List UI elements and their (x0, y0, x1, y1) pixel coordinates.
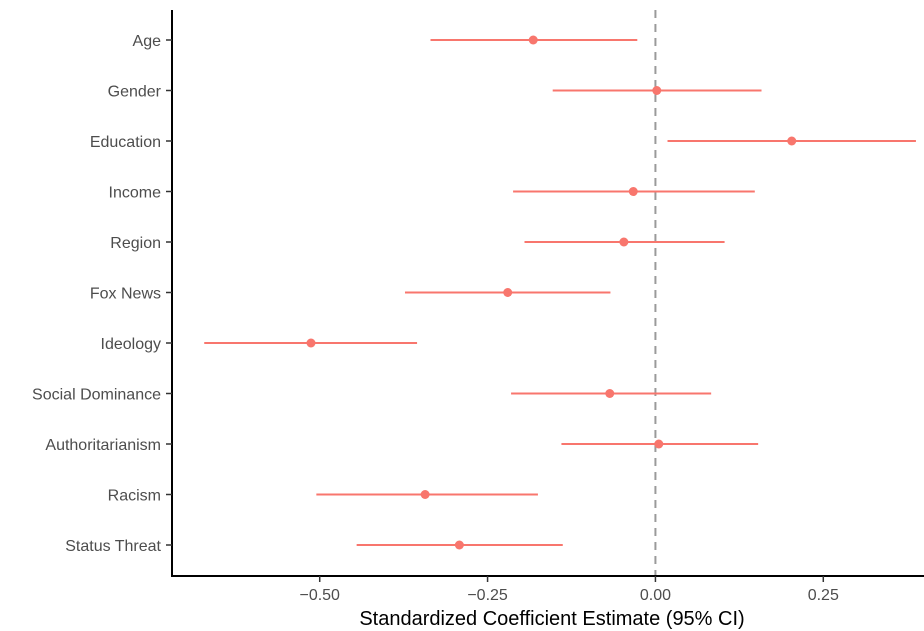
point-estimate (654, 439, 664, 449)
y-tick-label: Education (90, 134, 161, 151)
point-estimate (652, 86, 662, 95)
y-tick-label: Age (133, 33, 162, 50)
point-estimate (420, 490, 430, 499)
x-tick-label: −0.50 (299, 587, 340, 604)
y-tick-label: Racism (108, 488, 161, 505)
y-tick-label: Status Threat (65, 538, 161, 555)
point-estimate (787, 136, 797, 146)
point-estimate (628, 187, 638, 196)
point-estimate (454, 540, 464, 550)
y-tick-label: Social Dominance (32, 387, 161, 404)
point-estimate (306, 338, 316, 348)
x-tick-label: 0.00 (640, 587, 671, 604)
x-tick-label: −0.25 (467, 587, 508, 604)
y-tick-label: Income (109, 185, 162, 202)
y-tick-label: Fox News (90, 286, 161, 303)
point-estimate (619, 237, 629, 247)
y-tick-label: Authoritarianism (45, 437, 161, 454)
x-axis-title: Standardized Coefficient Estimate (95% C… (359, 608, 744, 630)
ticks: Age Gender Education Income Region Fox News Id… (32, 33, 839, 604)
point-estimate (605, 389, 615, 398)
y-tick-label: Ideology (101, 336, 162, 353)
x-tick-label: 0.25 (808, 587, 839, 604)
plot-area (204, 10, 916, 576)
y-tick-label: Gender (108, 84, 162, 101)
y-tick-label: Region (110, 235, 161, 252)
point-estimate (503, 288, 513, 297)
point-estimate (528, 35, 538, 45)
